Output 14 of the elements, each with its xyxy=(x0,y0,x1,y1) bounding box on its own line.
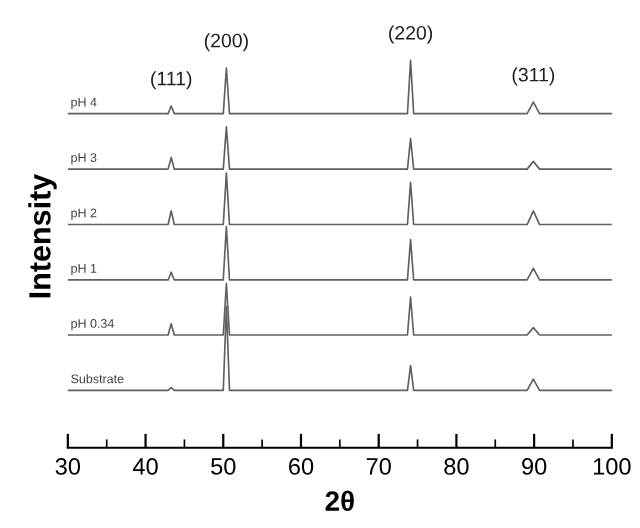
x-tick-label: 60 xyxy=(289,458,314,475)
x-tick-label: 90 xyxy=(522,458,547,475)
x-tick-label: 70 xyxy=(366,458,391,475)
x-tick-label: 100 xyxy=(593,458,631,475)
annotation: (311) xyxy=(512,67,555,86)
annotation: (200) xyxy=(204,33,248,52)
y-axis-title: Intensity xyxy=(28,173,57,298)
x-axis-title: 2θ xyxy=(325,490,354,511)
annotation: (111) xyxy=(151,71,192,90)
x-tick-label: 30 xyxy=(55,458,81,475)
x-tick-label: 50 xyxy=(211,458,236,475)
x-tick-label: 80 xyxy=(444,458,469,475)
annotation: (220) xyxy=(389,25,433,44)
x-tick-label: 40 xyxy=(132,458,158,475)
